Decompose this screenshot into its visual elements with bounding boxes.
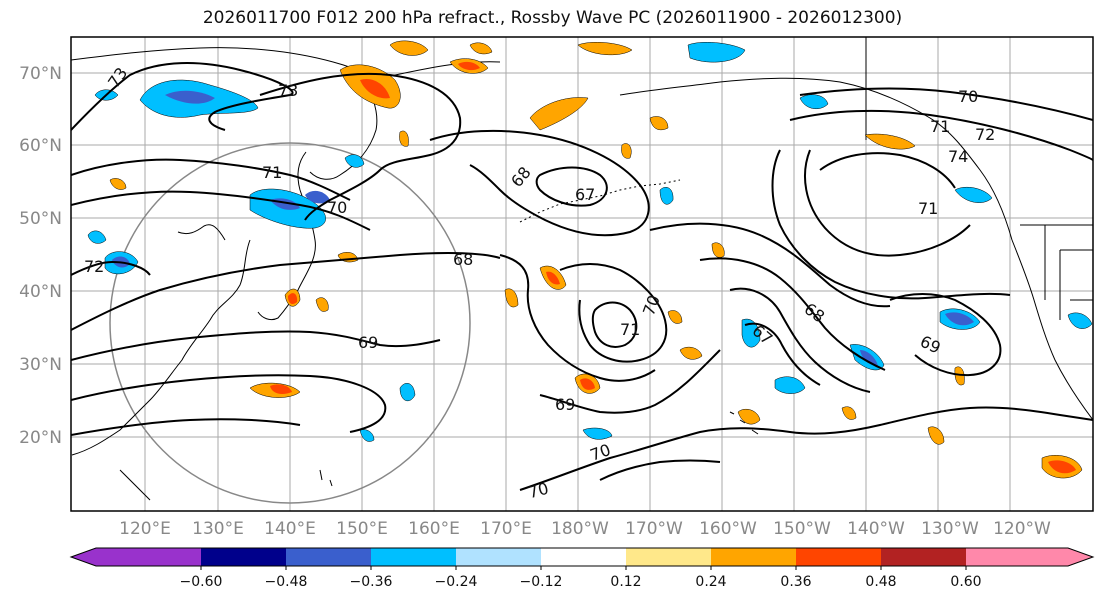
colorbar-tick-label: 0.36 bbox=[780, 574, 811, 590]
lon-label: 180°W bbox=[551, 519, 609, 539]
radius-circle bbox=[109, 142, 471, 504]
contour-label: 70 bbox=[958, 87, 978, 106]
contour-label: 69 bbox=[555, 395, 575, 414]
colorbar-segment bbox=[456, 548, 541, 566]
colorbar-tick-label: −0.12 bbox=[520, 574, 563, 590]
contour-label: 69 bbox=[358, 333, 378, 352]
colorbar-tick-label: 0.48 bbox=[865, 574, 896, 590]
shaded-anomalies bbox=[87, 40, 1093, 479]
colorbar-segment bbox=[71, 548, 201, 566]
colorbar-tick-label: −0.60 bbox=[180, 574, 223, 590]
lat-label: 50°N bbox=[19, 209, 62, 229]
colorbar-tick-label: 0.12 bbox=[610, 574, 641, 590]
colorbar-segment bbox=[796, 548, 881, 566]
lon-label: 130°E bbox=[192, 519, 244, 539]
lat-label: 40°N bbox=[19, 282, 62, 302]
lon-label: 140°W bbox=[847, 519, 905, 539]
coastlines bbox=[71, 37, 1093, 501]
colorbar-tick-label: −0.24 bbox=[435, 574, 478, 590]
map-background bbox=[71, 37, 1093, 511]
plot-title: 2026011700 F012 200 hPa refract., Rossby… bbox=[202, 8, 903, 28]
colorbar-segment bbox=[541, 548, 626, 566]
contour-label: 74 bbox=[948, 147, 968, 166]
colorbar-segment bbox=[201, 548, 286, 566]
colorbar-tick-label: −0.36 bbox=[350, 574, 393, 590]
lon-label: 160°E bbox=[408, 519, 460, 539]
lon-label: 150°W bbox=[773, 519, 831, 539]
contour-lines bbox=[71, 62, 1093, 491]
lon-label: 140°E bbox=[264, 519, 316, 539]
colorbar-tick-label: −0.48 bbox=[265, 574, 308, 590]
colorbar-segment bbox=[711, 548, 796, 566]
lon-label: 160°W bbox=[699, 519, 757, 539]
colorbar-segment bbox=[626, 548, 711, 566]
contour-label: 71 bbox=[620, 320, 640, 339]
colorbar-segment bbox=[286, 548, 371, 566]
contour-label: 67 bbox=[575, 185, 595, 204]
lon-label: 170°W bbox=[625, 519, 683, 539]
lat-label: 20°N bbox=[19, 428, 62, 448]
lon-label: 170°E bbox=[480, 519, 532, 539]
lon-label: 130°W bbox=[921, 519, 979, 539]
map-content bbox=[71, 37, 1093, 511]
contour-label: 71 bbox=[918, 199, 938, 218]
colorbar-tick-label: 0.60 bbox=[950, 574, 981, 590]
lat-label: 60°N bbox=[19, 136, 62, 156]
contour-label: 68 bbox=[453, 250, 473, 269]
contour-label: 72 bbox=[84, 257, 104, 276]
lon-label: 150°E bbox=[336, 519, 388, 539]
longitude-labels: 120°E 130°E 140°E 150°E 160°E 170°E 180°… bbox=[119, 519, 1051, 539]
contour-label: 71 bbox=[262, 163, 282, 182]
lon-label: 120°W bbox=[993, 519, 1051, 539]
contour-label: 72 bbox=[975, 125, 995, 144]
contour-label: 73 bbox=[278, 81, 298, 100]
colorbar-segment bbox=[881, 548, 966, 566]
map-frame bbox=[70, 36, 1094, 512]
lat-label: 70°N bbox=[19, 64, 62, 84]
lat-label: 30°N bbox=[19, 355, 62, 375]
contour-label: 71 bbox=[930, 117, 950, 136]
contour-label: 70 bbox=[327, 198, 347, 217]
colorbar-outline bbox=[69, 547, 1095, 567]
latitude-labels: 70°N 60°N 50°N 40°N 30°N 20°N bbox=[19, 64, 62, 448]
colorbar: −0.60 −0.48 −0.36 −0.24 −0.12 0.12 0.24 0.36 0.4… bbox=[69, 547, 1095, 590]
colorbar-segment bbox=[371, 548, 456, 566]
colorbar-tick-label: 0.24 bbox=[695, 574, 726, 590]
contour-label: 70 bbox=[526, 479, 551, 503]
colorbar-segment bbox=[966, 548, 1093, 566]
lon-label: 120°E bbox=[119, 519, 171, 539]
